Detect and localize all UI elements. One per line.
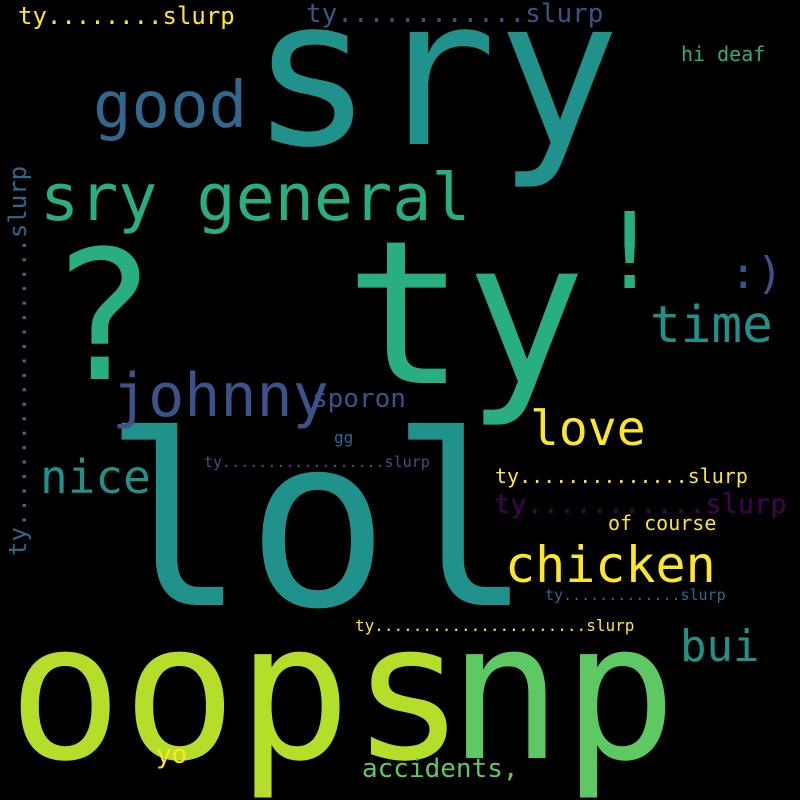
word-accidents: accidents, xyxy=(362,754,519,784)
word-ty-slurp-top-mid: ty............slurp xyxy=(306,0,604,29)
word-yo: yo xyxy=(156,740,188,770)
word-ty-large: ty xyxy=(345,198,586,431)
word-bui: bui xyxy=(680,621,760,672)
word-smiley: :) xyxy=(730,248,783,299)
word-gg: gg xyxy=(334,428,354,447)
word-ty-slurp-bottom: ty......................slurp xyxy=(355,616,635,635)
word-np: np xyxy=(448,582,677,800)
word-ty-slurp-right-3: ty.............slurp xyxy=(545,586,726,604)
word-ty-slurp-right-2: ty...........slurp xyxy=(494,489,787,520)
word-time: time xyxy=(650,296,773,355)
word-question-mark: ? xyxy=(48,213,157,422)
word-ty-slurp-right-1: ty..............slurp xyxy=(495,464,748,488)
word-sporon: sporon xyxy=(312,384,406,414)
word-ty-slurp-vertical: ty....................slurp xyxy=(4,165,32,556)
word-sry: sry xyxy=(250,0,621,193)
word-of-course: of course xyxy=(608,511,717,535)
word-ty-slurp-center: ty..................slurp xyxy=(204,453,430,471)
word-exclaim: ! xyxy=(598,191,662,313)
word-chicken: chicken xyxy=(505,536,716,594)
word-ty-slurp-top-left: ty........slurp xyxy=(18,2,235,30)
word-lol: lol xyxy=(103,385,533,662)
word-love: love xyxy=(530,401,646,457)
word-sry-general: sry general xyxy=(40,161,471,236)
word-johnny: johnny xyxy=(112,361,329,431)
word-hi-deaf: hi deaf xyxy=(681,42,766,66)
word-good: good xyxy=(93,69,248,143)
word-nice: nice xyxy=(40,450,151,504)
word-oops: oops xyxy=(8,582,466,800)
